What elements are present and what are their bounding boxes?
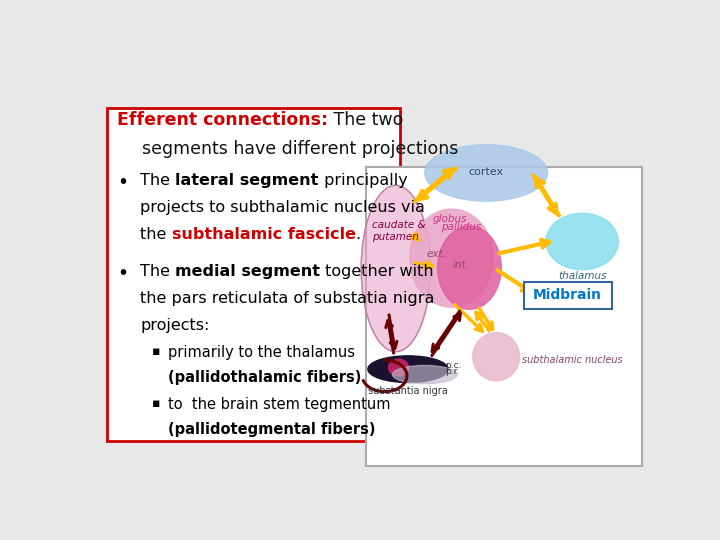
Text: medial segment: medial segment — [176, 265, 320, 279]
Text: (pallidothalamic fibers): (pallidothalamic fibers) — [168, 370, 361, 386]
Ellipse shape — [392, 366, 457, 384]
Text: globus: globus — [433, 214, 467, 225]
Text: •: • — [117, 173, 128, 192]
Text: projects to subthalamic nucleus via: projects to subthalamic nucleus via — [140, 200, 425, 215]
Text: p.c.: p.c. — [445, 361, 462, 369]
FancyBboxPatch shape — [107, 109, 400, 441]
Text: The two: The two — [328, 111, 403, 129]
Text: ext.: ext. — [426, 249, 446, 259]
Ellipse shape — [473, 333, 520, 381]
Text: caudate &
putamen: caudate & putamen — [372, 220, 426, 242]
Text: (pallidotegmental fibers): (pallidotegmental fibers) — [168, 422, 376, 437]
Text: projects:: projects: — [140, 319, 210, 333]
Text: int.: int. — [453, 260, 469, 270]
Text: p.r.: p.r. — [445, 367, 459, 376]
Text: subthalamic nucleus: subthalamic nucleus — [523, 355, 623, 365]
Text: The: The — [140, 265, 176, 279]
Text: .: . — [356, 227, 361, 242]
Text: pallidus: pallidus — [441, 222, 481, 232]
Text: the pars reticulata of substatia nigra: the pars reticulata of substatia nigra — [140, 292, 435, 306]
Text: cortex: cortex — [469, 167, 504, 177]
Text: ▪: ▪ — [151, 397, 160, 410]
Ellipse shape — [368, 356, 449, 382]
Ellipse shape — [546, 213, 618, 270]
Text: lateral segment: lateral segment — [176, 173, 319, 188]
Text: The: The — [140, 173, 176, 188]
Ellipse shape — [389, 359, 409, 376]
Ellipse shape — [361, 185, 431, 352]
Ellipse shape — [425, 145, 548, 201]
Text: •: • — [117, 265, 128, 284]
Text: primarily to the thalamus: primarily to the thalamus — [168, 346, 355, 361]
Text: principally: principally — [319, 173, 408, 188]
Text: the: the — [140, 227, 172, 242]
Text: to  the brain stem tegmentum: to the brain stem tegmentum — [168, 397, 391, 413]
Text: together with: together with — [320, 265, 434, 279]
Text: segments have different projections: segments have different projections — [142, 140, 458, 158]
Text: Efferent connections:: Efferent connections: — [117, 111, 328, 129]
Text: thalamus: thalamus — [558, 271, 606, 281]
Text: subthalamic fascicle: subthalamic fascicle — [172, 227, 356, 242]
Text: ▪: ▪ — [151, 346, 160, 359]
Ellipse shape — [410, 209, 493, 307]
FancyBboxPatch shape — [366, 167, 642, 466]
FancyBboxPatch shape — [523, 282, 612, 309]
Text: substantia nigra: substantia nigra — [368, 386, 448, 396]
Ellipse shape — [438, 226, 501, 309]
Text: Midbrain: Midbrain — [533, 288, 602, 302]
